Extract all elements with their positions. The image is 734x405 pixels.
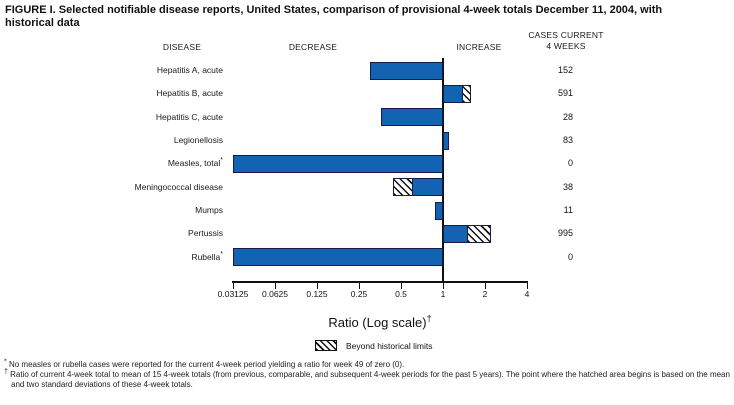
- x-axis-label-text: Ratio (Log scale): [328, 315, 427, 330]
- beyond-limit-hatch: [394, 179, 414, 196]
- figure-title: FIGURE I. Selected notifiable disease re…: [5, 4, 663, 29]
- baseline-axis-line: [442, 58, 444, 282]
- axis-tick: [274, 282, 276, 289]
- footnote-dagger-text: Ratio of current 4-week total to mean of…: [10, 370, 730, 389]
- disease-label: Hepatitis C, acute: [155, 111, 223, 122]
- legend-label: Beyond historical limits: [346, 340, 433, 351]
- footnote-asterisk-marker: *: [4, 358, 7, 366]
- cases-value: 28: [562, 111, 573, 122]
- tick-label: 0.0625: [262, 289, 288, 299]
- disease-label: Hepatitis A, acute: [156, 65, 223, 75]
- tick-label: 0.5: [395, 289, 407, 299]
- asterisk-marker: *: [220, 250, 223, 258]
- axis-tick: [442, 282, 444, 289]
- ratio-bar: [233, 154, 443, 173]
- cases-value: 591: [557, 88, 573, 99]
- column-header-cases-line1: CASES CURRENT: [528, 30, 604, 40]
- cases-value: 0: [567, 158, 573, 169]
- ratio-bar: [443, 84, 472, 103]
- disease-label: Hepatitis B, acute: [156, 88, 223, 99]
- footnote-dagger-marker: †: [4, 368, 8, 376]
- disease-label: Rubella*: [191, 250, 223, 262]
- ratio-bar: [233, 248, 443, 267]
- column-header-cases-line2: 4 WEEKS: [546, 40, 586, 51]
- footnote-asterisk-text: No measles or rubella cases were reporte…: [8, 360, 405, 369]
- tick-label: 0.125: [306, 289, 328, 299]
- tick-label: 1: [440, 289, 446, 299]
- cases-value: 995: [557, 228, 573, 239]
- column-header-cases-current: CASES CURRENT 4 WEEKS: [511, 30, 621, 51]
- tick-label: 0.03125: [217, 289, 249, 299]
- cases-value: 38: [562, 181, 573, 192]
- cases-value: 83: [562, 135, 573, 146]
- beyond-limit-hatch: [462, 85, 471, 102]
- column-header-increase: INCREASE: [456, 42, 502, 52]
- column-header-disease: DISEASE: [162, 42, 202, 52]
- disease-label: Legionellosis: [173, 135, 223, 146]
- axis-tick: [232, 282, 234, 289]
- tick-label: 2: [482, 289, 488, 299]
- ratio-bar: [443, 131, 449, 150]
- legend: Beyond historical limits: [315, 340, 432, 351]
- x-axis-label: Ratio (Log scale)†: [233, 313, 527, 330]
- axis-tick: [316, 282, 318, 289]
- axis-tick: [400, 282, 402, 289]
- cases-value: 152: [557, 65, 573, 75]
- beyond-limit-hatch: [466, 225, 490, 242]
- axis-tick: [526, 282, 528, 289]
- ratio-bar: [370, 61, 443, 80]
- footnote-dagger: † Ratio of current 4-week total to mean …: [4, 368, 730, 390]
- asterisk-marker: *: [220, 157, 223, 165]
- x-axis-label-dagger: †: [426, 313, 432, 324]
- disease-label: Meningococcal disease: [134, 181, 223, 192]
- column-header-decrease: DECREASE: [288, 42, 338, 52]
- ratio-bar: [381, 108, 443, 127]
- footnote-asterisk: * No measles or rubella cases were repor…: [4, 358, 730, 370]
- disease-label: Measles, total*: [167, 157, 223, 169]
- beyond-historical-limits-hatch-icon: [315, 340, 337, 351]
- cases-value: 0: [567, 251, 573, 262]
- ratio-bar: [435, 201, 443, 220]
- disease-label: Mumps: [195, 205, 223, 216]
- footnotes: * No measles or rubella cases were repor…: [4, 358, 730, 390]
- cases-value: 11: [563, 205, 573, 216]
- tick-label: 0.25: [350, 289, 368, 299]
- ratio-bar: [443, 224, 491, 243]
- axis-tick: [484, 282, 486, 289]
- tick-label: 4: [524, 289, 530, 299]
- x-axis-line: [232, 281, 528, 283]
- disease-label: Pertussis: [188, 228, 223, 239]
- axis-tick: [358, 282, 360, 289]
- ratio-bar: [393, 178, 443, 197]
